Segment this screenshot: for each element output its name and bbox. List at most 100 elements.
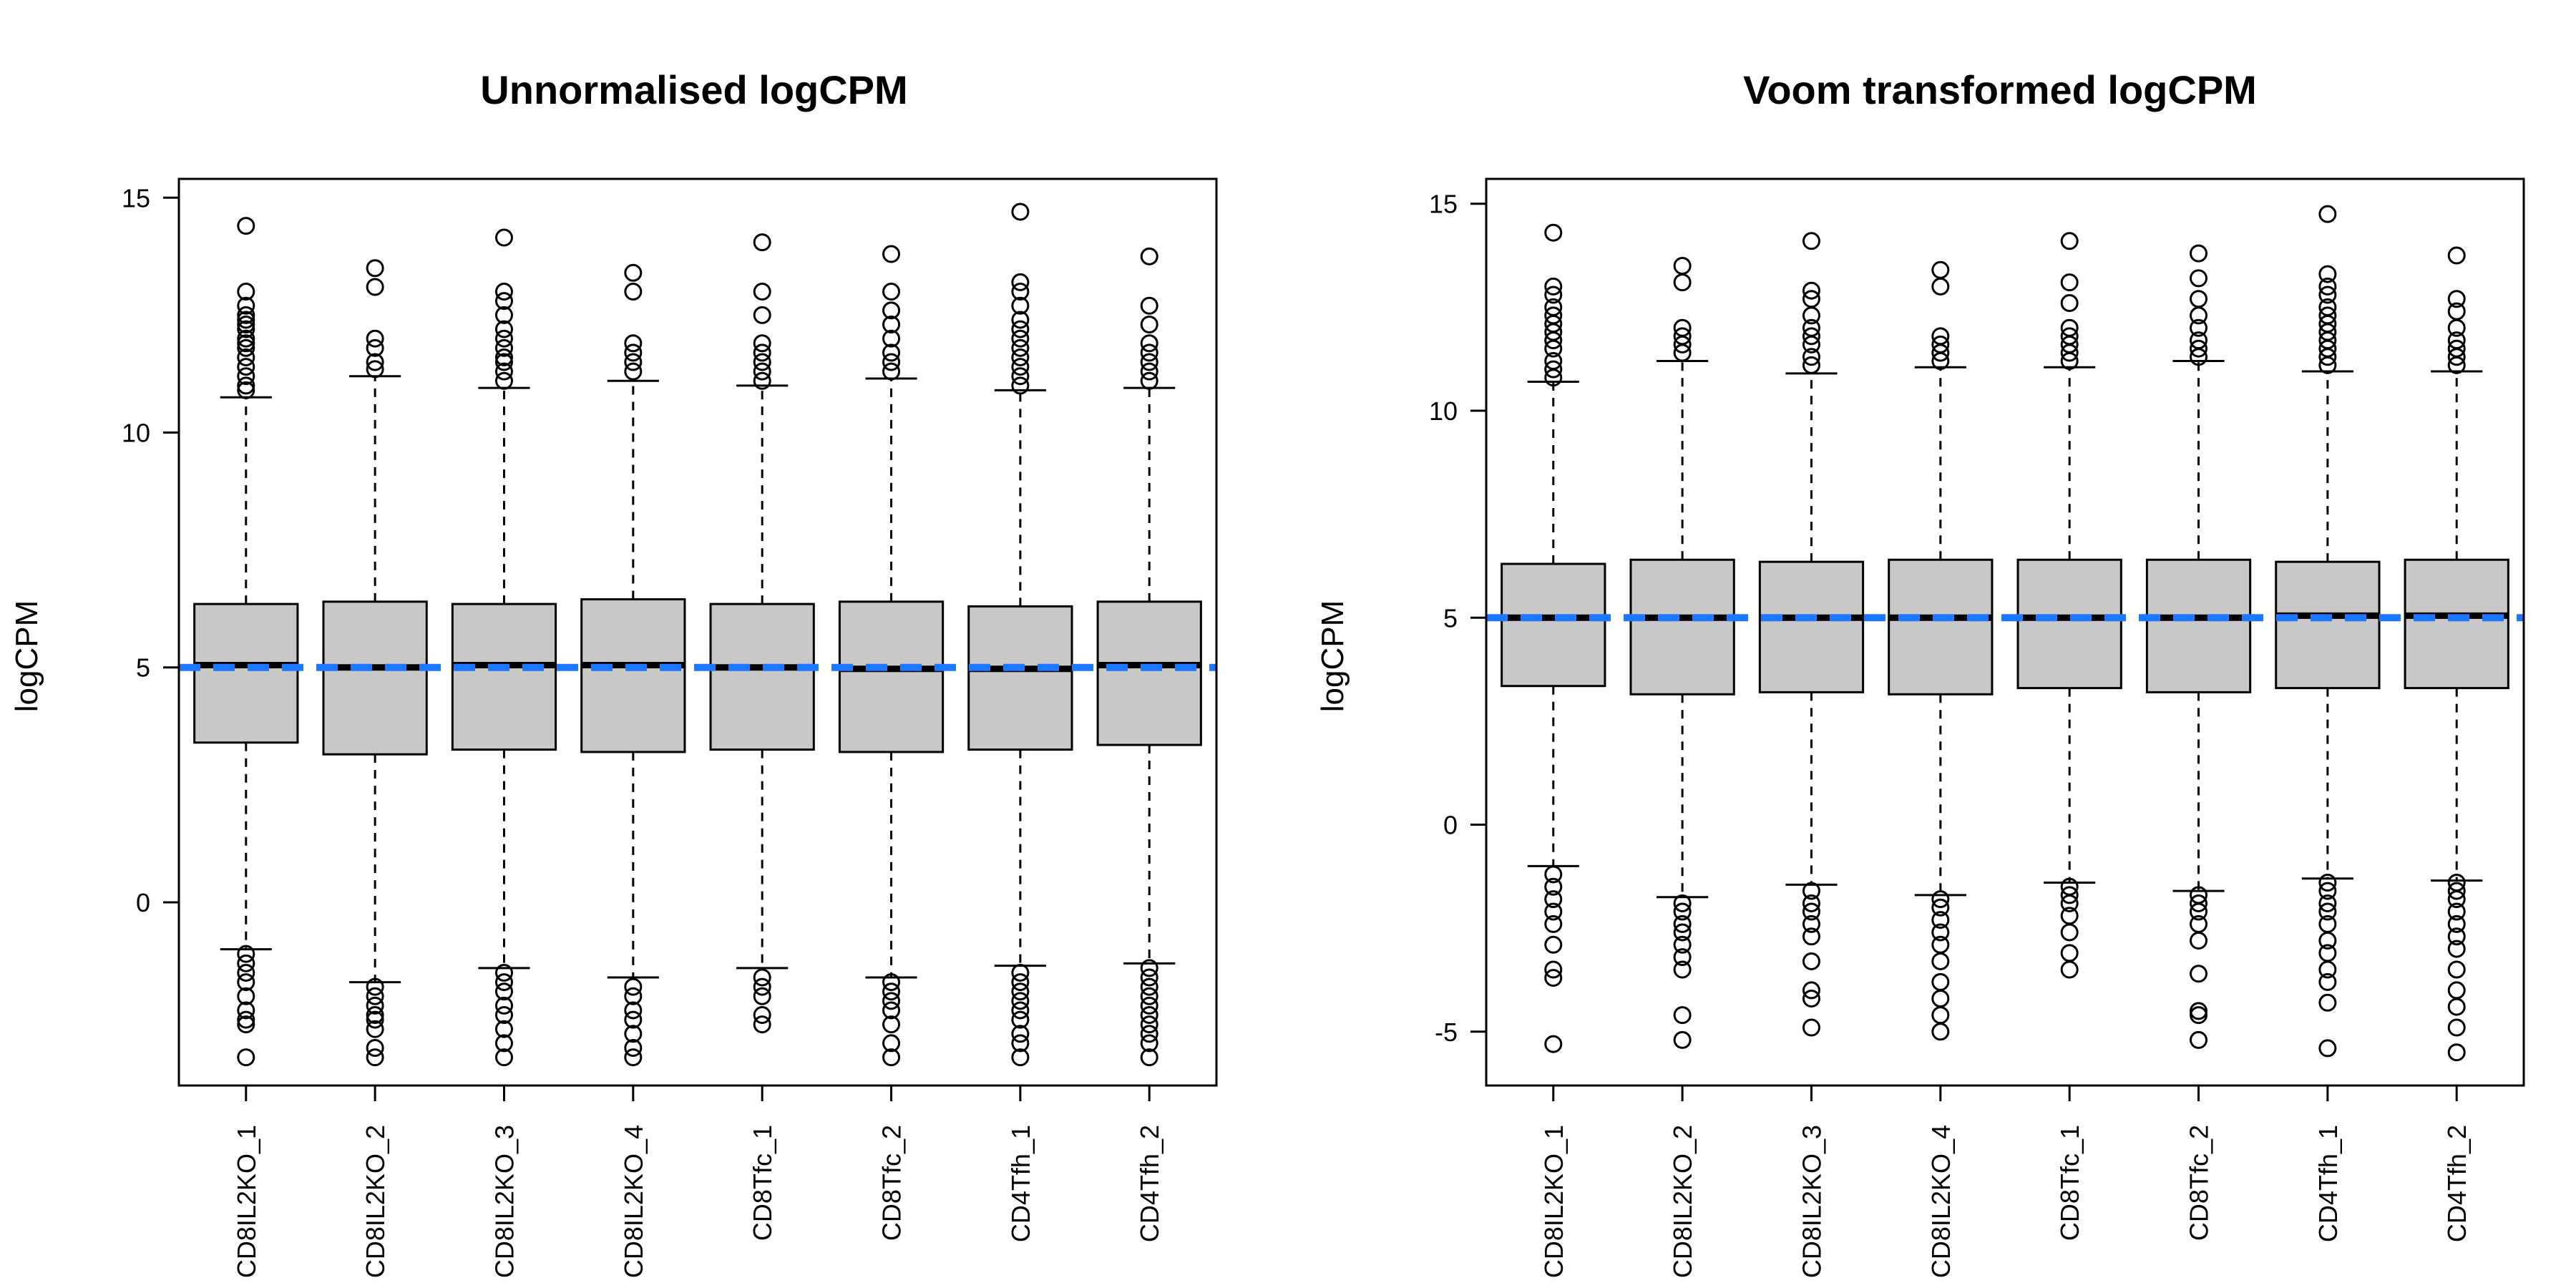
outlier-point [494, 320, 513, 338]
outlier-point [1673, 914, 1692, 933]
outlier-point [1140, 316, 1158, 334]
outlier-point [366, 353, 384, 371]
box [2145, 558, 2252, 693]
outlier-point [1140, 977, 1158, 996]
outlier-point [366, 338, 384, 357]
outlier-point [237, 945, 255, 963]
outlier-point [1544, 960, 1563, 979]
outlier-point [1931, 890, 1950, 909]
outlier-point [1673, 256, 1692, 275]
outlier-point [882, 245, 901, 263]
outlier-point [2447, 902, 2466, 921]
outlier-point [2318, 306, 2337, 325]
outlier-point [494, 973, 513, 992]
outlier-point [2447, 927, 2466, 946]
box [1758, 560, 1865, 693]
outlier-point [1673, 327, 1692, 346]
outlier-point [882, 353, 901, 371]
outlier-point [1802, 290, 1820, 308]
box [1888, 558, 1994, 696]
outlier-point [1011, 348, 1030, 366]
outlier-point [237, 338, 255, 357]
y-tick-label: 15 [1429, 190, 1458, 219]
outlier-point [624, 283, 643, 301]
outlier-point [1802, 990, 1820, 1008]
x-tick-label: CD4Tfh_2 [2442, 1125, 2472, 1242]
outlier-point [1673, 902, 1692, 921]
outlier-point [2318, 902, 2337, 921]
outlier-point [624, 1010, 643, 1029]
outlier-point [882, 992, 901, 1010]
outlier-point [753, 1015, 771, 1034]
outlier-point [2447, 246, 2466, 265]
outlier-point [2060, 327, 2079, 346]
outlier-point [2190, 331, 2208, 350]
outlier-point [1011, 296, 1030, 315]
outlier-point [2318, 265, 2337, 283]
outlier-point [1140, 353, 1158, 371]
outlier-point [2060, 273, 2079, 292]
outlier-point [1802, 952, 1820, 970]
outlier-point [753, 987, 771, 1005]
outlier-point [882, 283, 901, 301]
box [709, 602, 815, 751]
outlier-point [2447, 331, 2466, 350]
y-tick-label: 10 [1429, 396, 1458, 426]
plot-area: -5 0 5 10 15 CD8IL2KO_1 CD8IL2KO_2 CD8IL2KO_3 CD… [1429, 190, 2524, 1278]
outlier-point [237, 367, 255, 386]
outlier-point [1544, 360, 1563, 379]
outlier-point [753, 977, 771, 996]
outlier-point [2190, 894, 2208, 912]
outlier-point [1140, 334, 1158, 353]
y-tick-label: 0 [136, 888, 150, 917]
outlier-point [2318, 874, 2337, 892]
outlier-point [1140, 247, 1158, 265]
outlier-point [2447, 1018, 2466, 1037]
outlier-point [624, 362, 643, 381]
panel-voom: Voom transformed logCPM logCPM -5 0 5 10 15 C… [1315, 67, 2525, 1278]
outlier-point [494, 963, 513, 982]
outlier-point [2190, 244, 2208, 263]
outlier-point [494, 982, 513, 1001]
outlier-point [1673, 1030, 1692, 1049]
outlier-point [1931, 335, 1950, 353]
outlier-point [624, 1048, 643, 1067]
outlier-point [882, 1015, 901, 1034]
y-axis-label: logCPM [1315, 600, 1350, 713]
outlier-point [1011, 311, 1030, 329]
outlier-point [882, 301, 901, 320]
box [2275, 560, 2381, 690]
x-tick-label: CD8IL2KO_2 [361, 1125, 390, 1278]
outlier-point [1011, 963, 1030, 982]
outlier-point [1544, 286, 1563, 304]
box [2404, 558, 2509, 690]
outlier-point [1544, 890, 1563, 909]
outlier-point [1802, 327, 1820, 346]
plot-frame [1485, 177, 2525, 1087]
outlier-point [1544, 298, 1563, 316]
outlier-point [2190, 932, 2208, 950]
outlier-point [1011, 376, 1030, 395]
outlier-point [753, 343, 771, 362]
outlier-point [237, 987, 255, 1005]
outlier-point [2447, 890, 2466, 909]
outlier-point [882, 1048, 901, 1067]
chart-title: Voom transformed logCPM [1743, 67, 2257, 112]
box [838, 600, 945, 753]
outlier-point [1011, 1010, 1030, 1029]
outlier-point [1011, 367, 1030, 386]
y-tick-label: 5 [1443, 603, 1458, 633]
outlier-point [494, 1020, 513, 1038]
outlier-point [753, 233, 771, 252]
outlier-point [1802, 882, 1820, 900]
outlier-point [1931, 911, 1950, 930]
outlier-point [2447, 940, 2466, 958]
outlier-point [1544, 914, 1563, 933]
outlier-point [1011, 358, 1030, 376]
outlier-point [366, 1006, 384, 1025]
x-tick-label: CD8IL2KO_1 [232, 1125, 261, 1278]
outlier-point [1802, 927, 1820, 946]
outlier-point [237, 1010, 255, 1029]
x-tick-label: CD8IL2KO_4 [619, 1125, 648, 1278]
